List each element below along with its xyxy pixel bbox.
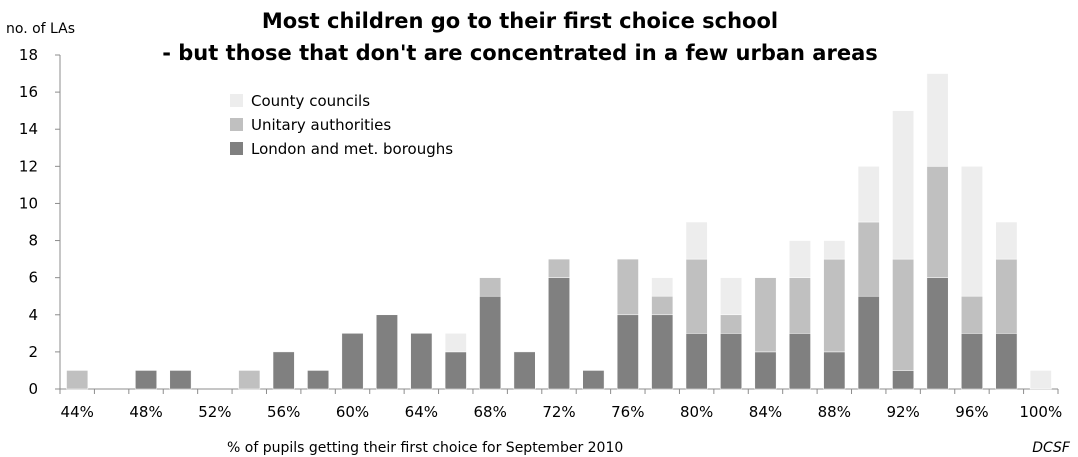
bar-segment [685,221,708,260]
bar-segment [582,370,605,390]
bar-segment [444,333,467,353]
bar-segment [444,351,467,390]
y-tick-label: 2 [28,343,38,361]
bar-segment [307,370,330,390]
x-tick-label: 68% [474,403,507,421]
bar-segment [788,333,811,390]
bar-segment [961,295,983,334]
bar-segment [479,295,502,390]
bar-segment [926,277,949,390]
y-tick-label: 8 [28,232,38,250]
x-tick-label: 60% [336,403,369,421]
legend: County councils Unitary authorities London… [230,92,453,158]
bar-segment [410,333,433,390]
legend-label: London and met. boroughs [251,140,453,158]
x-tick-label: 64% [405,403,438,421]
x-tick-label: 52% [198,403,231,421]
bar-segment [892,258,915,371]
bar-segment [685,333,708,390]
legend-label: County councils [251,92,370,110]
x-axis: 44% 48% 52% 56% 60% 64% 68% 72% 76% 80% 84% 88% 92% 9… [59,388,1062,421]
y-tick-label: 4 [28,306,38,324]
bar-segment [754,277,777,353]
bar-segment [995,258,1018,334]
y-axis-label: no. of LAs [6,21,75,37]
bars [66,73,1052,390]
x-tick-label: 80% [680,403,713,421]
y-tick-label: 0 [28,380,38,398]
bar-segment [892,370,915,390]
bar-segment [548,277,570,390]
y-tick-label: 10 [19,194,38,212]
bar-segment [995,221,1018,260]
bar-segment [272,351,295,390]
bar-segment [548,258,570,278]
legend-label: Unitary authorities [251,116,391,134]
x-tick-label: 72% [542,403,575,421]
bar-segment [720,277,742,316]
bar-segment [926,73,949,167]
bar-segment [754,351,777,390]
bar-segment [892,110,915,260]
bar-segment [651,277,674,297]
bar-segment [857,295,880,390]
bar-segment [376,314,398,390]
bar-segment [513,351,536,390]
bar-segment [823,258,846,353]
bar-segment [651,295,674,316]
bar-segment [135,370,157,390]
bar-segment [238,370,261,390]
bar-segment [720,314,742,334]
bar-segment [720,333,742,390]
y-tick-label: 6 [28,269,38,287]
bar-segment [616,314,639,390]
x-tick-label: 88% [818,403,851,421]
bar-segment [685,258,708,334]
bar-segment [926,166,949,278]
x-tick-label: 76% [611,403,644,421]
bar-segment [169,370,192,390]
x-tick-label: 92% [886,403,919,421]
y-tick-label: 18 [19,46,38,64]
bar-segment [823,351,846,390]
bar-segment [341,333,364,390]
bar-segment [66,370,89,390]
bar-segment [788,277,811,334]
bar-segment [1029,370,1052,390]
source-label: DCSF [1032,440,1071,456]
bar-segment [616,258,639,316]
bar-segment [995,333,1018,390]
x-tick-label: 56% [267,403,300,421]
chart-subtitle: - but those that don't are concentrated … [162,41,878,65]
legend-swatch [230,94,243,107]
bar-segment [651,314,674,390]
x-tick-label: 48% [129,403,162,421]
x-tick-label: 84% [749,403,782,421]
x-tick-label: 44% [61,403,94,421]
bar-segment [961,333,983,390]
bar-segment [823,240,846,260]
bar-segment [788,240,811,278]
legend-swatch [230,142,243,155]
y-tick-label: 16 [19,83,38,101]
x-tick-label: 100% [1019,403,1062,421]
y-tick-label: 14 [19,120,38,138]
bar-segment [857,166,880,223]
y-axis: 0 2 4 6 8 10 12 14 16 18 [19,46,61,398]
x-tick-label: 96% [955,403,988,421]
bar-segment [961,166,983,297]
legend-swatch [230,118,243,131]
bar-segment [857,221,880,297]
y-tick-label: 12 [19,157,38,175]
chart-title: Most children go to their first choice s… [262,9,778,33]
x-axis-label: % of pupils getting their first choice f… [227,440,623,456]
bar-segment [479,277,502,297]
